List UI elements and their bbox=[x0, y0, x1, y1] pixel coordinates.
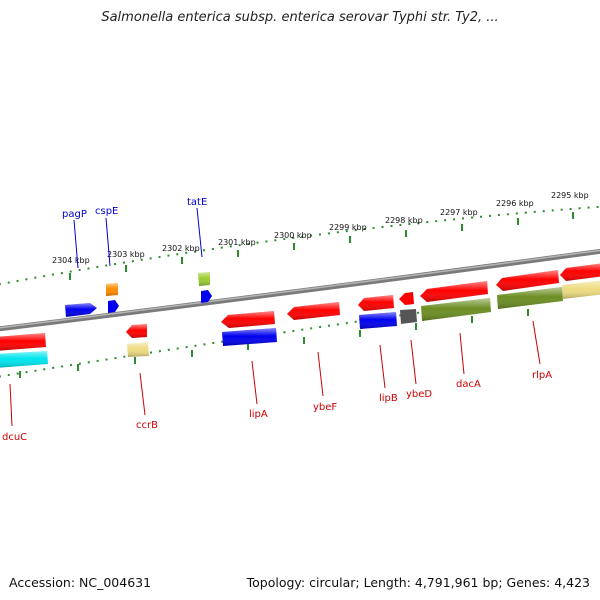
feature-ybeD-gene[interactable] bbox=[399, 292, 414, 305]
tick-label: 2303 kbp bbox=[107, 250, 145, 259]
tick-label: 2298 kbp bbox=[385, 216, 423, 225]
tick-label: 2304 kbp bbox=[52, 256, 90, 265]
tick-label: 2297 kbp bbox=[440, 208, 478, 217]
feature-cspE-cds[interactable] bbox=[108, 300, 119, 313]
inner-major-ticks bbox=[19, 309, 529, 378]
genome-backbone-highlight bbox=[0, 249, 600, 329]
map-title: Salmonella enterica subsp. enterica sero… bbox=[101, 10, 499, 25]
gene-label-ybeD[interactable]: ybeD bbox=[406, 389, 432, 400]
gene-label-pagP[interactable]: pagP bbox=[62, 209, 87, 220]
reverse-label-leaders bbox=[9, 320, 541, 427]
gene-label-cspE[interactable]: cspE bbox=[95, 206, 118, 217]
accession-text: Accession: NC_004631 bbox=[9, 575, 152, 590]
gene-label-ccrB[interactable]: ccrB bbox=[136, 420, 158, 431]
tick-label: 2296 kbp bbox=[496, 199, 534, 208]
tick-labels: 2295 kbp 2296 kbp 2297 kbp 2298 kbp 2299… bbox=[52, 191, 589, 265]
gene-label-dcuC[interactable]: dcuC bbox=[2, 432, 27, 443]
tick-label: 2300 kbp bbox=[274, 231, 312, 240]
gene-label-dacA[interactable]: dacA bbox=[456, 379, 481, 390]
genome-backbone bbox=[0, 248, 600, 332]
forward-label-leaders bbox=[73, 207, 203, 269]
feature-shading bbox=[0, 263, 600, 368]
gene-labels: pagP cspE tatE dcuC ccrB lipA ybeF lipB … bbox=[2, 197, 552, 443]
feature-tatE-cds[interactable] bbox=[201, 290, 212, 303]
gene-label-lipA[interactable]: lipA bbox=[249, 409, 268, 420]
topology-text: Topology: circular; Length: 4,791,961 bp… bbox=[246, 575, 590, 590]
tick-label: 2301 kbp bbox=[218, 238, 256, 247]
gene-label-rlpA[interactable]: rlpA bbox=[532, 370, 552, 381]
tick-label: 2302 kbp bbox=[162, 244, 200, 253]
gene-label-lipB[interactable]: lipB bbox=[379, 393, 398, 404]
gene-label-tatE[interactable]: tatE bbox=[187, 197, 207, 208]
feature-ybeD-cds[interactable] bbox=[400, 309, 417, 324]
outer-major-ticks bbox=[69, 212, 574, 280]
outer-tick-track bbox=[0, 205, 600, 286]
tick-label: 2299 kbp bbox=[329, 223, 367, 232]
gene-label-ybeF[interactable]: ybeF bbox=[313, 402, 337, 413]
tick-label: 2295 kbp bbox=[551, 191, 589, 200]
